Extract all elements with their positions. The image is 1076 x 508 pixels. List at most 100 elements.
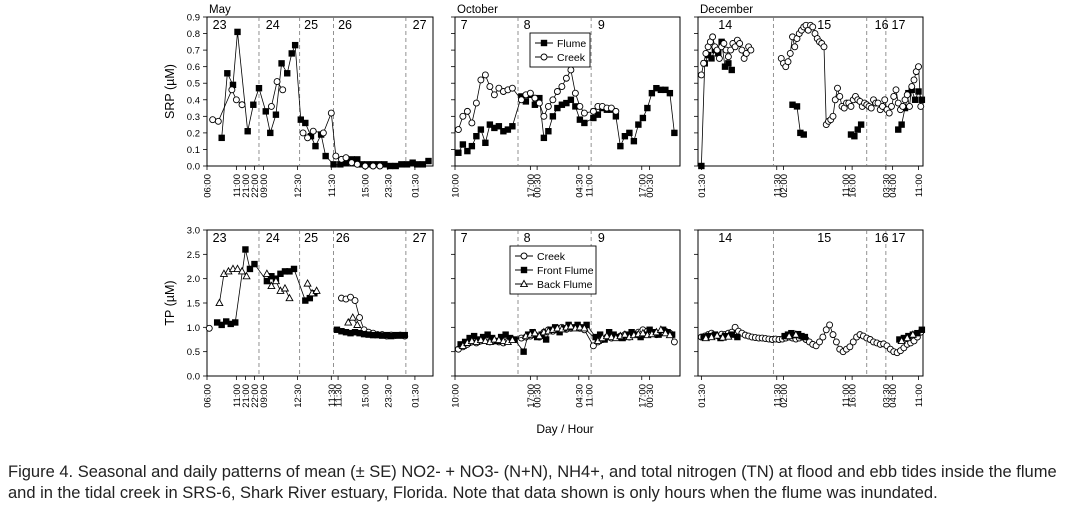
data-point-circle [713,46,721,54]
data-point-square [728,66,735,74]
data-point-triangle [494,335,504,344]
day-label: 27 [413,231,427,245]
data-point-circle [715,54,723,62]
data-point-square [419,161,427,168]
series-line [212,88,243,122]
data-point-square [218,134,225,142]
data-point-circle [892,86,900,94]
data-point-triangle [661,328,670,337]
data-point-triangle [553,323,562,332]
data-point-circle [903,91,911,99]
x-tick-label: 11:00 [914,384,925,407]
x-tick-label: 23:30 [383,384,394,408]
x-tick-label: 11:30 [772,384,783,407]
data-point-circle [809,23,817,31]
data-point-square [671,129,678,137]
data-point-circle [791,43,799,51]
data-point-circle [894,99,902,107]
data-point-circle [879,102,886,110]
data-point-square [721,63,729,70]
data-point-circle [327,109,335,117]
x-tick-label: 11:30 [334,384,345,407]
data-point-circle [908,83,916,90]
data-point-triangle [481,336,490,345]
data-point-circle [731,43,739,51]
data-point-square [898,121,905,128]
data-point-square [251,260,258,268]
day-label: 17 [892,18,906,32]
data-point-triangle [575,322,585,331]
data-point-circle [356,314,363,322]
data-point-triangle [271,276,281,285]
x-tick-label: 04:30 [574,174,585,198]
day-label: 8 [524,231,531,245]
data-point-circle [376,162,384,170]
x-tick-label: 22:00 [250,384,261,408]
y-axis-label: SRP (µM) [163,64,177,119]
series-back-flume [458,321,675,349]
data-point-circle [361,162,369,170]
x-tick-label: 12:30 [293,384,304,408]
data-point-square [540,134,548,142]
x-tick-label: 09:00 [259,384,270,408]
y-tick-label: 0.4 [187,95,200,106]
data-point-square [918,96,926,103]
legend: Creek Front Flume Back Flume [509,245,597,295]
plot-frame [206,16,434,167]
data-point-square [330,161,337,168]
x-tick-label: 01:30 [410,384,421,408]
data-point-square [725,60,732,67]
day-label: 16 [875,231,889,245]
data-point-square [464,147,471,155]
data-point-triangle [348,313,357,321]
data-point-square [914,329,921,337]
data-point-triangle [467,336,477,345]
data-point-circle [549,96,557,104]
day-label: 27 [413,18,427,32]
data-point-square [504,126,512,133]
data-point-circle [700,59,708,67]
data-point-square [255,84,263,92]
data-point-square [403,161,411,168]
data-point-circle [472,99,480,107]
series-flume [455,84,678,156]
data-point-triangle [312,286,321,294]
data-point-circle [885,109,893,117]
data-point-triangle [262,269,272,277]
data-point-triangle [490,334,499,343]
data-point-circle [917,102,925,110]
x-tick-label: 06:00 [203,384,214,408]
data-point-square [666,89,674,97]
data-point-circle [670,338,678,346]
data-point-square [617,142,624,150]
data-point-triangle [707,332,716,341]
data-point-circle [369,162,377,170]
data-point-triangle [215,298,224,307]
data-point-circle [816,338,823,346]
data-point-circle [238,101,246,109]
data-point-square [793,103,801,110]
data-point-circle [205,324,213,332]
legend-label: Flume [557,38,586,50]
plot-frame [454,16,681,167]
x-tick-label: 04:00 [888,384,899,408]
data-point-circle [535,99,543,107]
series-back-flume [701,330,918,345]
day-label: 25 [304,231,318,245]
series-creek [697,321,925,357]
data-point-square [520,348,527,355]
x-tick-label: 12:30 [293,174,304,198]
x-tick-label: 11:00 [841,174,852,197]
data-point-circle [481,71,489,79]
data-point-triangle [267,281,276,290]
x-tick-label: 11:30 [772,174,783,197]
data-point-square [662,86,669,94]
y-tick-label: 0.9 [187,13,200,24]
data-point-square [895,126,902,133]
data-point-triangle [638,328,648,337]
x-tick-label: 17:00 [637,384,648,408]
data-point-circle [299,129,307,137]
data-point-square [278,60,285,67]
